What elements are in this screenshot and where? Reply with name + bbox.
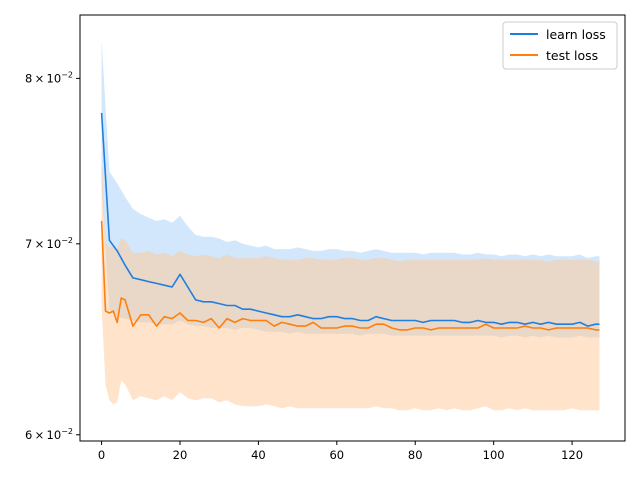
y-axis: 6 × 10−2 7 × 10−2 8 × 10−2 [25,70,80,442]
y-tick-label: 7 × 10−2 [25,236,73,251]
confidence-bands [101,40,600,411]
x-tick-label: 0 [98,448,105,462]
x-tick-label: 20 [173,448,188,462]
y-tick-label: 6 × 10−2 [25,427,73,442]
x-tick-label: 100 [483,448,505,462]
series-lines [100,112,600,331]
test-loss-band [101,155,600,411]
x-tick-label: 120 [561,448,583,462]
x-axis: 0 20 40 60 80 100 120 [98,441,583,462]
x-tick-label: 40 [251,448,266,462]
x-tick-label: 60 [329,448,344,462]
y-tick-label: 8 × 10−2 [25,70,73,85]
legend-test-loss-label: test loss [546,48,598,63]
x-tick-label: 80 [408,448,423,462]
legend-learn-loss-label: learn loss [546,27,606,42]
test-loss-line [100,220,600,331]
learn-loss-line [100,112,600,327]
plot-frame [79,14,626,442]
legend: learn loss test loss [502,21,618,70]
